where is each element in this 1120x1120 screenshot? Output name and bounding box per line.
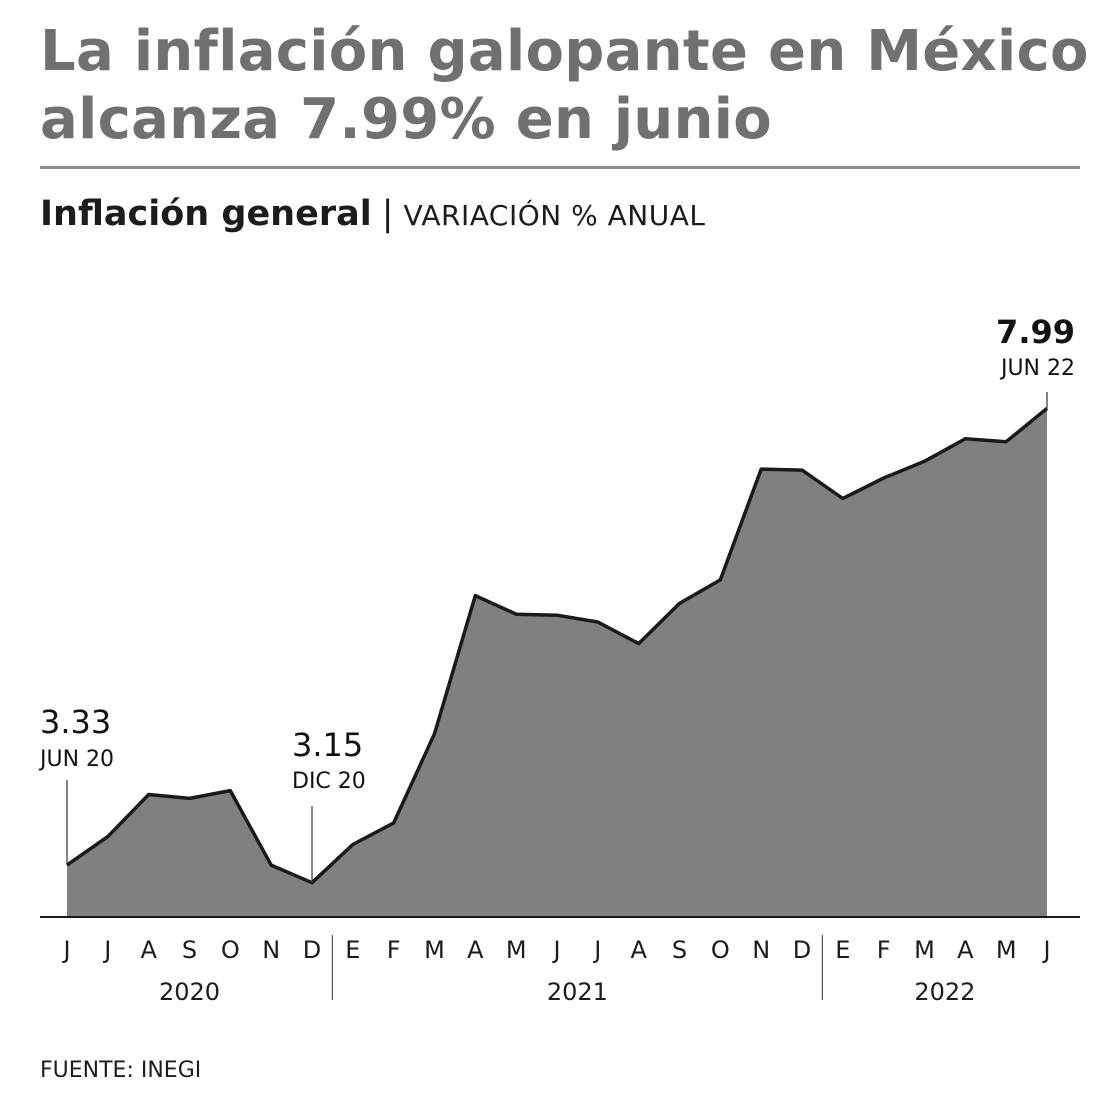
year-label: 2021 [547, 978, 608, 1006]
series-area [67, 408, 1047, 917]
data-point [106, 835, 110, 839]
data-point [841, 497, 845, 501]
data-point [228, 789, 232, 793]
x-tick-label: A [467, 936, 484, 964]
data-point [433, 732, 437, 736]
data-point [473, 594, 477, 598]
x-tick-label: O [221, 936, 240, 964]
x-tick-label: N [752, 936, 770, 964]
data-point [555, 613, 559, 617]
year-label: 2020 [159, 978, 220, 1006]
subtitle-separator: | [381, 194, 394, 234]
data-point [1004, 440, 1008, 444]
x-tick-label: S [182, 936, 197, 964]
headline-text: La inflación galopante en México alcanza… [40, 19, 1089, 152]
x-tick-label: F [877, 936, 891, 964]
x-tick-label: N [262, 936, 280, 964]
x-tick-label: E [345, 936, 360, 964]
data-point [882, 476, 886, 480]
x-tick-label: M [506, 936, 527, 964]
x-tick-label: D [793, 936, 811, 964]
data-point [637, 642, 641, 646]
data-point [392, 821, 396, 825]
series-line [65, 407, 1049, 885]
data-point [596, 620, 600, 624]
x-tick-label: M [914, 936, 935, 964]
year-label: 2022 [914, 978, 975, 1006]
x-tick-label: J [102, 936, 111, 964]
data-point [759, 467, 763, 471]
x-tick-label: J [551, 936, 560, 964]
data-point [963, 437, 967, 441]
data-point [678, 601, 682, 605]
source-note: FUENTE: INEGI [40, 1058, 202, 1083]
x-tick-label: M [996, 936, 1017, 964]
data-point [718, 578, 722, 582]
x-tick-label: A [140, 936, 157, 964]
x-tick-label: S [672, 936, 687, 964]
annotation-value: 3.33 [40, 703, 111, 741]
x-tick-label: J [592, 936, 601, 964]
x-tick-label: J [1041, 936, 1050, 964]
annotation-label: JUN 20 [38, 747, 114, 772]
data-point [188, 796, 192, 800]
data-point [269, 863, 273, 867]
data-point [351, 843, 355, 847]
x-tick-label: A [957, 936, 974, 964]
annotation-value: 7.99 [996, 313, 1075, 351]
x-tick-label: J [61, 936, 70, 964]
x-tick-label: E [835, 936, 850, 964]
data-point [923, 459, 927, 463]
title-divider [40, 166, 1080, 169]
subtitle-unit: VARIACIÓN % ANUAL [403, 199, 706, 232]
headline: La inflación galopante en México alcanza… [40, 18, 1120, 154]
annotation-label: DIC 20 [292, 769, 366, 794]
chart-subtitle: Inflación general | VARIACIÓN % ANUAL [40, 194, 705, 234]
data-point [800, 468, 804, 472]
annotation-label: JUN 22 [999, 356, 1075, 381]
x-tick-label: O [711, 936, 730, 964]
data-point [514, 612, 518, 616]
x-tick-label: M [424, 936, 445, 964]
subtitle-main: Inflación general [40, 194, 372, 234]
data-point [147, 793, 151, 797]
x-tick-label: F [387, 936, 401, 964]
x-tick-label: D [303, 936, 321, 964]
annotation-value: 3.15 [292, 726, 363, 764]
x-tick-label: A [630, 936, 647, 964]
